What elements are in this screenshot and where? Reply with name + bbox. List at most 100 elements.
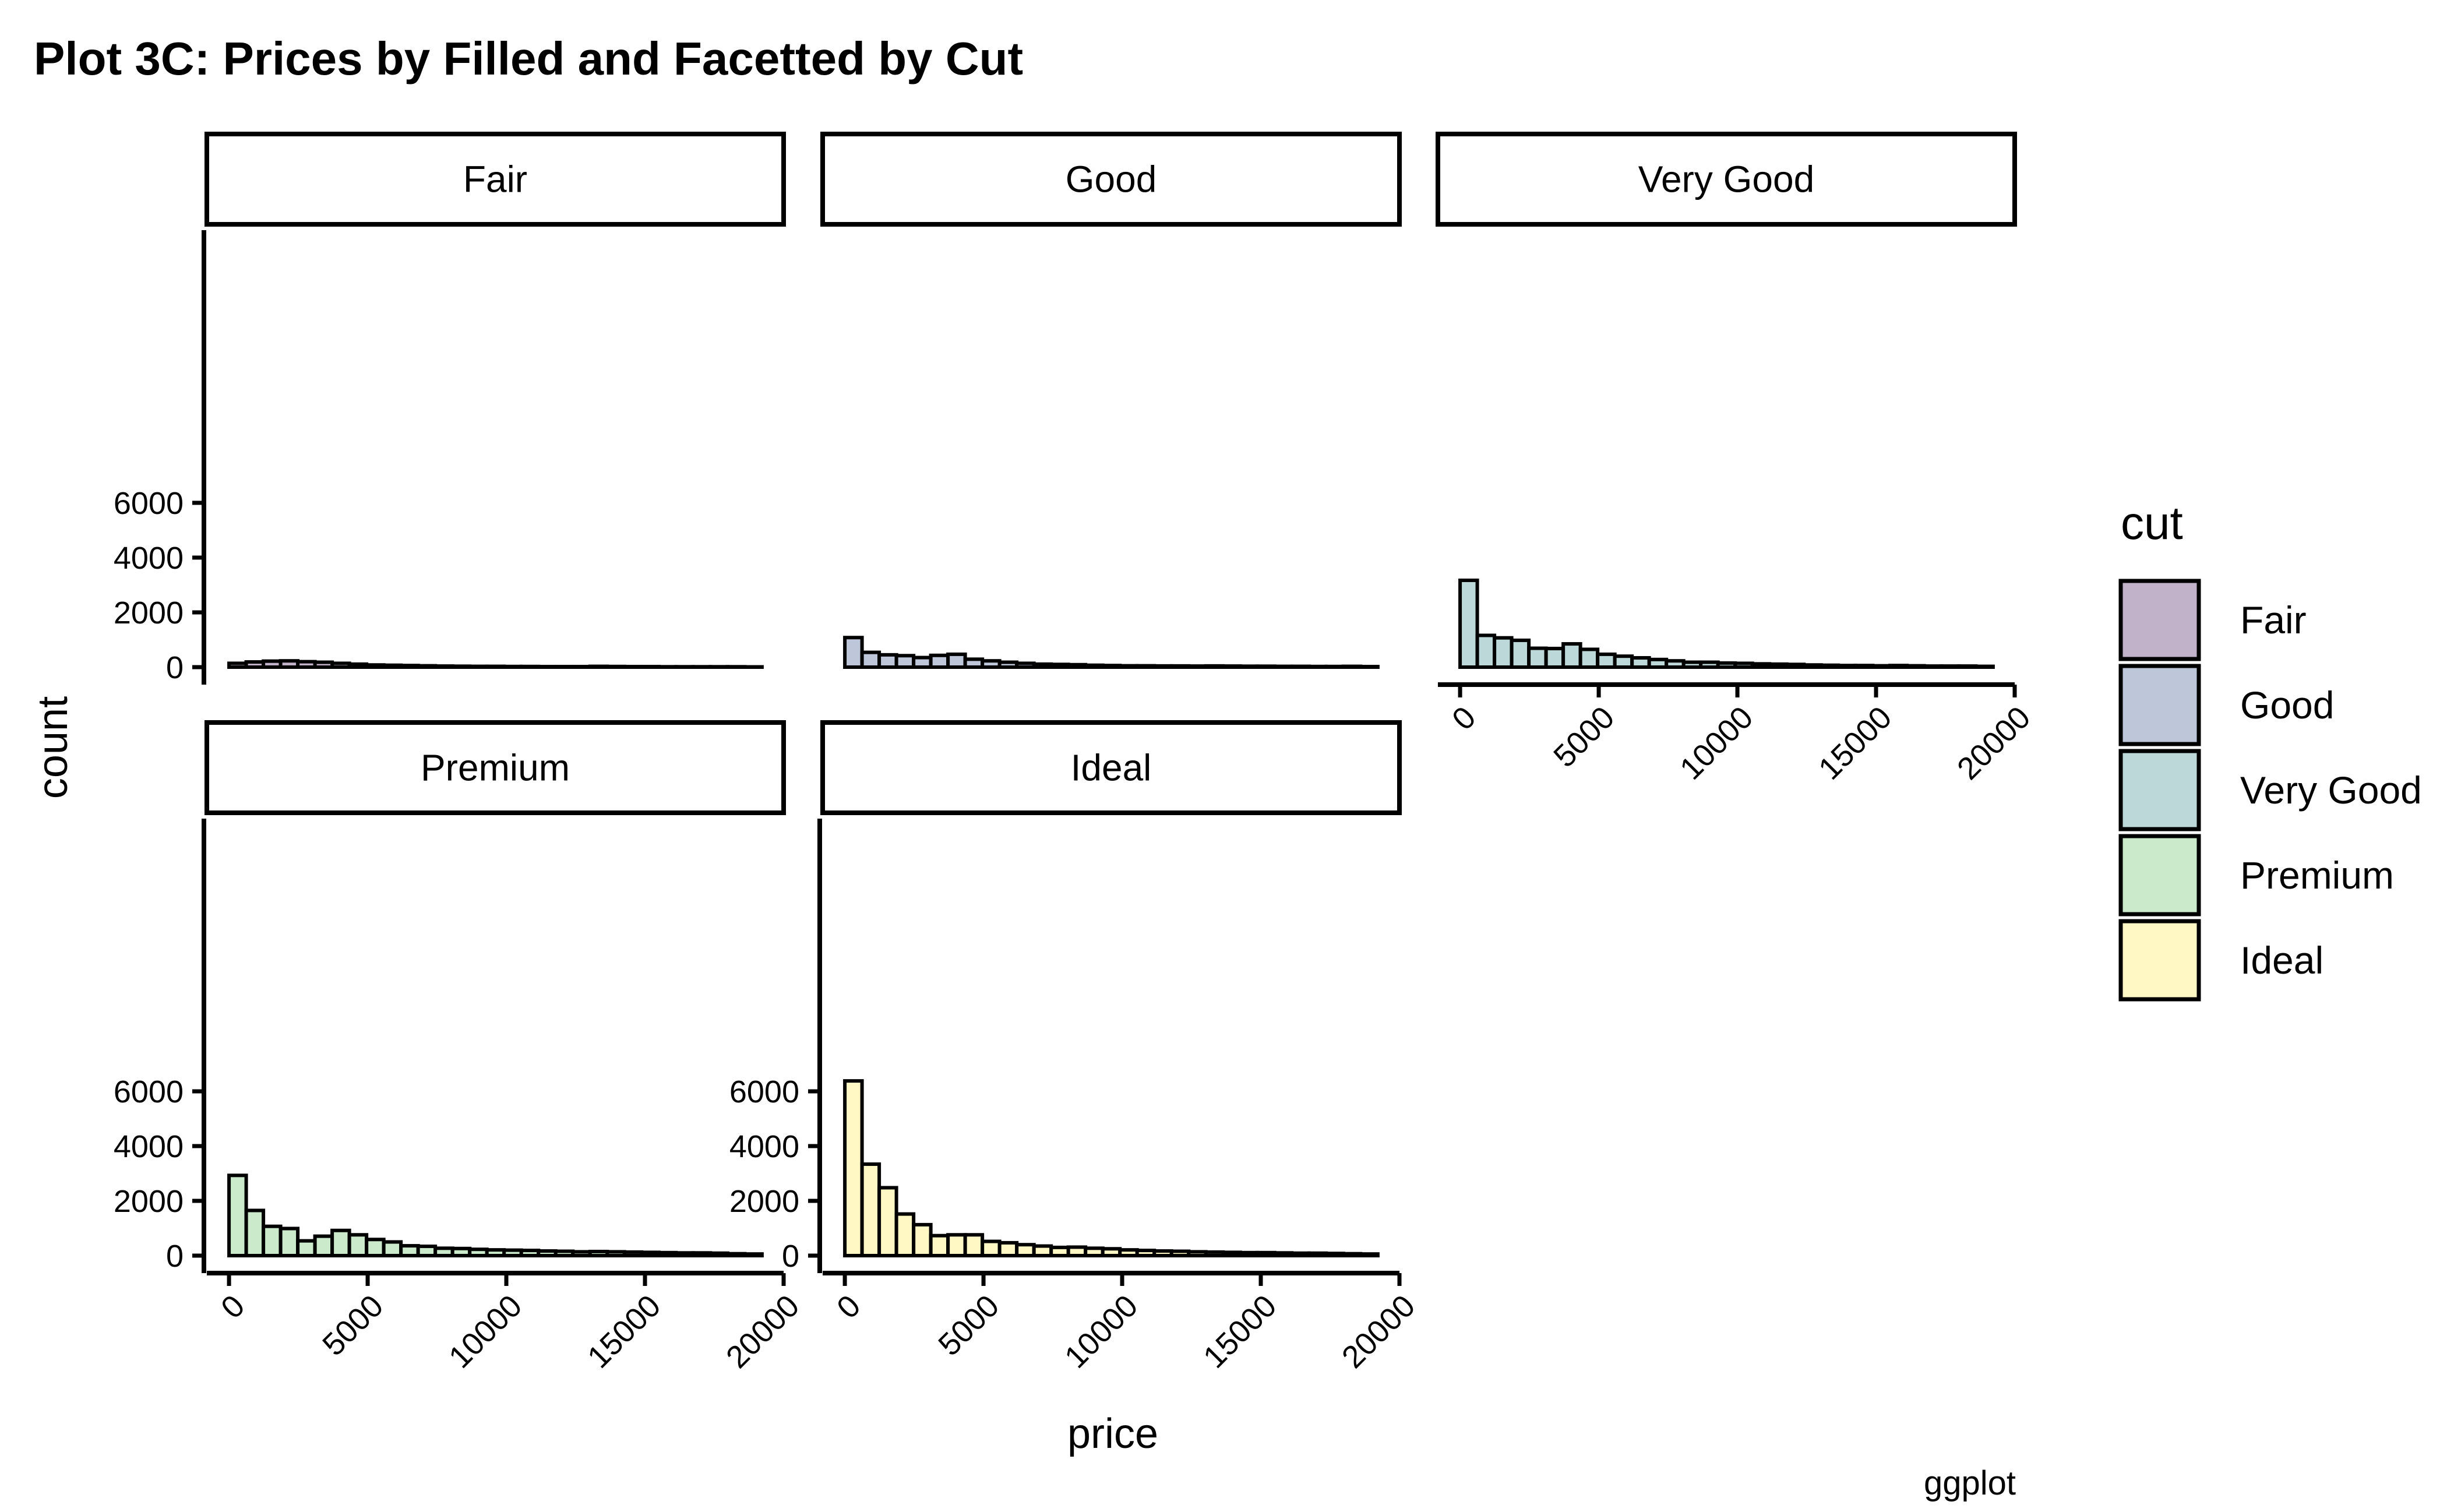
histogram-bar [278, 1226, 300, 1257]
histogram-bar [1596, 652, 1617, 669]
histogram-bar [313, 1234, 334, 1257]
histogram-bar [244, 660, 266, 669]
histogram-bar [1084, 1246, 1105, 1258]
y-tick-label: 0 [166, 650, 184, 685]
histogram-bar [365, 1238, 386, 1258]
y-tick-label: 2000 [729, 1184, 799, 1219]
y-tick-label: 2000 [114, 1184, 184, 1219]
legend-swatch-ideal [2118, 919, 2201, 1002]
histogram-bar [1032, 1244, 1053, 1258]
histogram-bar [894, 654, 916, 669]
y-tick-label: 0 [166, 1239, 184, 1274]
facet-fair: Fair 0 2000 4000 6000 [114, 132, 786, 685]
legend-label-fair: Fair [2240, 598, 2307, 642]
histogram-bar [725, 1252, 747, 1257]
histogram-bar [929, 1233, 950, 1257]
histogram-bar [1578, 647, 1600, 669]
histogram-bar [553, 1249, 575, 1257]
facet-strip [204, 132, 786, 227]
histogram-bar [1819, 663, 1840, 669]
x-tick-label: 0 [830, 1288, 868, 1326]
histogram-bar [894, 1212, 916, 1258]
histogram-bar [227, 1173, 248, 1258]
facet-strip-label: Premium [421, 747, 570, 789]
histogram-bar [640, 1250, 661, 1258]
x-axis-title: price [1067, 1411, 1158, 1457]
x-tick-label: 20000 [1335, 1288, 1422, 1375]
histogram-bar [1118, 1248, 1139, 1257]
histogram-bar [1169, 664, 1191, 669]
y-tick-label: 6000 [114, 486, 184, 521]
legend-title: cut [2121, 497, 2183, 549]
histogram-bar [1922, 664, 1944, 669]
histogram-bar [946, 1233, 967, 1258]
histogram-bar [1510, 638, 1531, 669]
histogram-bar [1187, 664, 1208, 669]
histogram-bar [877, 653, 898, 669]
histogram-bar [963, 1233, 985, 1258]
histogram-bar [382, 663, 403, 669]
histogram-bar [1681, 660, 1703, 669]
histogram-bar [1905, 664, 1926, 669]
x-tick-label: 15000 [1197, 1288, 1284, 1375]
histogram-bar [997, 1240, 1019, 1257]
histogram-bar [1768, 662, 1789, 669]
legend-swatch-fair [2118, 579, 2201, 661]
histogram-bar [1256, 664, 1277, 669]
histogram-bar [1544, 647, 1565, 669]
histogram-bar [1049, 1245, 1070, 1257]
legend-swatch-premium [2118, 834, 2201, 917]
histogram-bar [1699, 660, 1720, 669]
histogram-bar [1836, 664, 1857, 669]
histogram-bar [1118, 664, 1139, 669]
histogram-bar [1341, 1252, 1363, 1257]
facet-strip-label: Fair [463, 158, 527, 200]
histogram-bar [1221, 664, 1242, 669]
y-tick-label: 4000 [114, 541, 184, 576]
histogram-bar [860, 650, 882, 669]
y-tick-label: 6000 [114, 1074, 184, 1109]
histogram-bar [1066, 662, 1088, 669]
facet-strip [820, 720, 1402, 815]
histogram-bar [365, 663, 386, 669]
facet-strip-label: Good [1066, 158, 1157, 200]
chart-title: Plot 3C: Prices by Filled and Facetted b… [34, 33, 1023, 84]
histogram-bar [1458, 579, 1479, 669]
histogram-bar [912, 655, 933, 669]
histogram-bar [1015, 1243, 1036, 1257]
facet-strip [820, 132, 1402, 227]
histogram-bar [1015, 661, 1036, 669]
histogram-bar [1032, 662, 1053, 669]
legend-label-ideal: Ideal [2240, 939, 2323, 982]
histogram-bar [1561, 642, 1582, 669]
y-tick-label: 6000 [729, 1074, 799, 1109]
legend: cut Fair Good Very Good Premium Ideal [2118, 497, 2422, 1002]
legend-label-very-good: Very Good [2240, 769, 2422, 812]
histogram-bar [313, 660, 334, 669]
histogram-bar [1084, 663, 1105, 669]
histogram-bar [946, 652, 967, 669]
y-tick-label: 2000 [114, 595, 184, 630]
histogram-bar [1888, 664, 1909, 669]
histogram-bar [997, 660, 1019, 669]
x-tick-label: 0 [214, 1288, 252, 1326]
x-tick-label: 5000 [1547, 700, 1621, 774]
histogram-bar [1204, 1250, 1225, 1257]
histogram-bar [929, 653, 950, 669]
histogram-bar [1187, 1250, 1208, 1257]
histogram-bar [1802, 663, 1823, 669]
histogram-bar [450, 1246, 472, 1258]
histogram-bar [571, 1250, 592, 1257]
histogram-bar [1135, 1249, 1156, 1258]
histogram-bar [860, 1162, 882, 1258]
histogram-bar [262, 1224, 283, 1257]
facet-strip-label: Ideal [1071, 747, 1152, 789]
x-tick-label: 0 [1445, 700, 1483, 737]
histogram-bar [1049, 662, 1070, 669]
histogram-bar [1940, 664, 1961, 669]
histogram-bar [1135, 664, 1156, 669]
legend-label-good: Good [2240, 683, 2334, 727]
histogram-bar [1152, 1249, 1173, 1258]
histogram-bar [262, 659, 283, 669]
